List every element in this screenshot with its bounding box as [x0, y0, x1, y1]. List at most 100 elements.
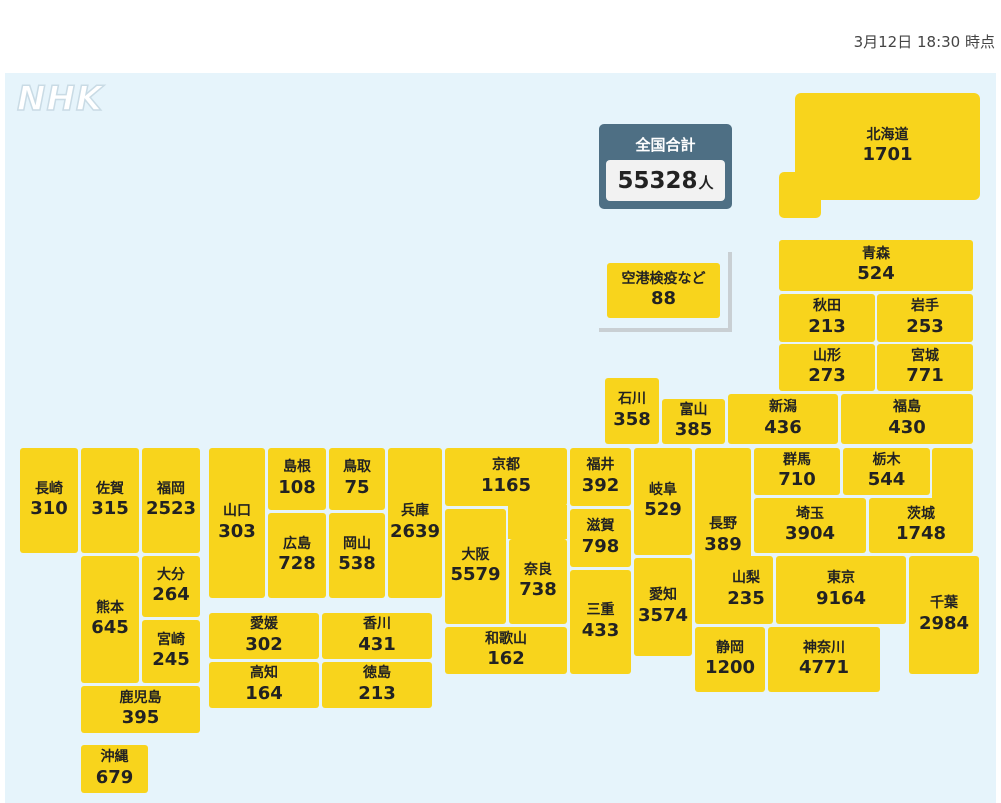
pref-tottori[interactable]: 鳥取 75	[329, 448, 385, 510]
pref-count-value: 385	[674, 419, 713, 440]
pref-ehime[interactable]: 愛媛 302	[209, 613, 319, 659]
pref-count-value: 529	[644, 499, 682, 520]
pref-okinawa[interactable]: 沖縄 679	[81, 745, 148, 793]
pref-yamagata[interactable]: 山形 273	[779, 344, 875, 391]
pref-name-label: 東京	[827, 570, 855, 586]
pref-yamanashi[interactable]: 山梨 235	[719, 556, 773, 624]
pref-iwate[interactable]: 岩手 253	[877, 294, 973, 342]
pref-name-label: 宮城	[911, 347, 939, 364]
national-total-box: 全国合計 55328 人	[599, 124, 732, 209]
pref-count-value: 395	[121, 707, 160, 728]
pref-count-value: 1165	[480, 474, 532, 496]
pref-saga[interactable]: 佐賀 315	[81, 448, 139, 553]
pref-fukushima[interactable]: 福島 430	[841, 394, 973, 444]
pref-count-value: 645	[91, 617, 129, 638]
pref-name-label: 茨城	[907, 505, 935, 522]
pref-hyogo[interactable]: 兵庫 2639	[388, 448, 442, 598]
pref-name-label: 富山	[679, 401, 708, 418]
pref-hiroshima[interactable]: 広島 728	[268, 513, 326, 598]
pref-count-value: 358	[613, 408, 651, 430]
pref-count-value: 544	[867, 469, 906, 490]
pref-name-label: 福井	[586, 457, 615, 473]
pref-count-value: 253	[906, 315, 944, 337]
pref-saitama[interactable]: 埼玉 3904	[754, 498, 866, 553]
pref-kagoshima[interactable]: 鹿児島 395	[81, 686, 200, 733]
pref-name-label: 秋田	[813, 298, 841, 314]
pref-count-value: 389	[704, 533, 742, 555]
pref-niigata[interactable]: 新潟 436	[728, 394, 838, 444]
pref-name-label: 群馬	[783, 451, 811, 468]
national-total-value: 55328	[617, 167, 698, 194]
pref-yamaguchi[interactable]: 山口 303	[209, 448, 265, 598]
pref-name-label: 岡山	[343, 535, 371, 552]
pref-count-value: 431	[358, 633, 396, 655]
pref-count-value: 728	[278, 553, 316, 574]
pref-chiba[interactable]: 千葉 2984	[909, 556, 979, 674]
pref-aomori[interactable]: 青森 524	[779, 240, 973, 291]
pref-kyoto-lower	[508, 505, 567, 539]
pref-name-label: 和歌山	[485, 630, 527, 647]
pref-count-value: 3574	[637, 604, 689, 626]
pref-name-label: 長崎	[35, 480, 63, 497]
pref-shimane[interactable]: 島根 108	[268, 448, 326, 510]
pref-tochigi[interactable]: 栃木 544	[843, 448, 930, 495]
pref-count-value: 9164	[815, 587, 867, 609]
pref-count-value: 303	[218, 520, 256, 542]
pref-kagawa[interactable]: 香川 431	[322, 613, 432, 659]
pref-osaka[interactable]: 大阪 5579	[445, 509, 506, 624]
pref-count-value: 310	[30, 498, 68, 519]
pref-ibaraki[interactable]: 茨城 1748	[869, 498, 973, 553]
pref-aichi[interactable]: 愛知 3574	[634, 558, 692, 656]
pref-tokushima[interactable]: 徳島 213	[322, 662, 432, 708]
pref-count-value: 771	[906, 365, 944, 386]
pref-count-value: 302	[245, 633, 283, 655]
pref-count-value: 235	[727, 587, 765, 609]
pref-count-value: 245	[152, 649, 190, 670]
pref-name-label: 島根	[283, 459, 311, 475]
pref-nara[interactable]: 奈良 738	[509, 539, 567, 624]
pref-nagasaki[interactable]: 長崎 310	[20, 448, 78, 553]
pref-count-value: 3904	[784, 523, 836, 544]
pref-name-label: 千葉	[930, 595, 958, 611]
pref-oita[interactable]: 大分 264	[142, 556, 200, 617]
pref-okayama[interactable]: 岡山 538	[329, 513, 385, 598]
pref-name-label: 青森	[862, 245, 890, 262]
pref-count-value: 798	[581, 535, 620, 557]
pref-tokyo[interactable]: 東京 9164	[776, 556, 906, 624]
pref-name-label: 宮崎	[157, 631, 185, 648]
pref-count-value: 2984	[918, 612, 970, 634]
pref-mie[interactable]: 三重 433	[570, 570, 631, 674]
pref-name-label: 山口	[223, 503, 251, 519]
pref-kanagawa[interactable]: 神奈川 4771	[768, 627, 880, 692]
pref-gunma[interactable]: 群馬 710	[754, 448, 840, 495]
pref-kochi[interactable]: 高知 164	[209, 662, 319, 708]
pref-name-label: 埼玉	[796, 505, 824, 522]
pref-akita[interactable]: 秋田 213	[779, 294, 875, 342]
pref-hokkaido[interactable]: 北海道 1701	[795, 93, 980, 200]
pref-fukuoka[interactable]: 福岡 2523	[142, 448, 200, 553]
pref-kyoto[interactable]: 京都 1165	[445, 448, 567, 506]
pref-gifu[interactable]: 岐阜 529	[634, 448, 692, 555]
timestamp: 3月12日 18:30 時点	[853, 33, 995, 51]
pref-shiga[interactable]: 滋賀 798	[570, 509, 631, 567]
national-total-unit: 人	[698, 174, 714, 192]
pref-name-label: 静岡	[716, 639, 744, 656]
pref-count-value: 213	[358, 682, 396, 704]
pref-count-value: 75	[344, 476, 370, 498]
pref-miyagi[interactable]: 宮城 771	[877, 344, 973, 391]
pref-name-label: 大阪	[461, 546, 490, 563]
pref-name-label: 京都	[492, 457, 520, 473]
pref-count-value: 738	[519, 579, 557, 600]
airport-quarantine-tile[interactable]: 空港検疫など 88	[607, 263, 720, 318]
pref-ishikawa[interactable]: 石川 358	[605, 378, 659, 444]
pref-fukui[interactable]: 福井 392	[570, 448, 631, 506]
pref-toyama[interactable]: 富山 385	[662, 399, 725, 444]
pref-miyazaki[interactable]: 宮崎 245	[142, 620, 200, 683]
pref-shizuoka[interactable]: 静岡 1200	[695, 627, 765, 692]
pref-wakayama[interactable]: 和歌山 162	[445, 627, 567, 674]
pref-name-label: 福島	[893, 399, 921, 415]
pref-kumamoto[interactable]: 熊本 645	[81, 556, 139, 683]
pref-name-label: 愛知	[649, 587, 677, 603]
pref-name-label: 神奈川	[803, 639, 845, 656]
pref-name-label: 新潟	[769, 399, 797, 415]
